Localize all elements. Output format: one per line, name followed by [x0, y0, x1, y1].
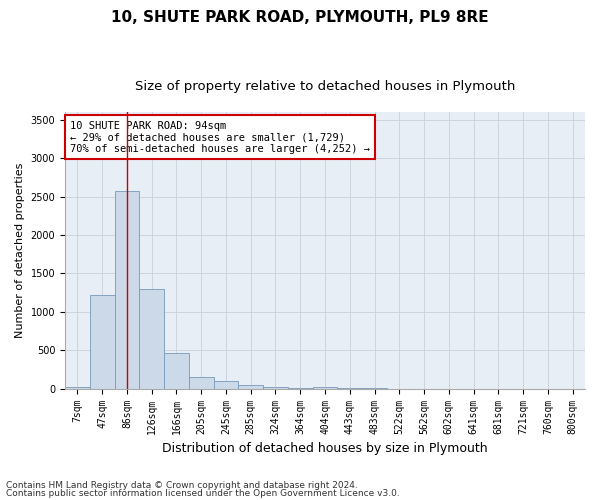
Text: Contains HM Land Registry data © Crown copyright and database right 2024.: Contains HM Land Registry data © Crown c…	[6, 481, 358, 490]
Text: 10 SHUTE PARK ROAD: 94sqm
← 29% of detached houses are smaller (1,729)
70% of se: 10 SHUTE PARK ROAD: 94sqm ← 29% of detac…	[70, 120, 370, 154]
Y-axis label: Number of detached properties: Number of detached properties	[15, 163, 25, 338]
Bar	[214, 381, 238, 388]
X-axis label: Distribution of detached houses by size in Plymouth: Distribution of detached houses by size …	[162, 442, 488, 455]
Bar	[90, 295, 115, 388]
Text: Contains public sector information licensed under the Open Government Licence v3: Contains public sector information licen…	[6, 488, 400, 498]
Bar	[115, 190, 139, 388]
Bar	[189, 377, 214, 388]
Bar	[238, 385, 263, 388]
Bar	[164, 354, 189, 388]
Bar	[139, 289, 164, 388]
Text: 10, SHUTE PARK ROAD, PLYMOUTH, PL9 8RE: 10, SHUTE PARK ROAD, PLYMOUTH, PL9 8RE	[111, 10, 489, 25]
Bar	[65, 386, 90, 388]
Bar	[313, 387, 337, 388]
Bar	[263, 387, 288, 388]
Title: Size of property relative to detached houses in Plymouth: Size of property relative to detached ho…	[135, 80, 515, 93]
